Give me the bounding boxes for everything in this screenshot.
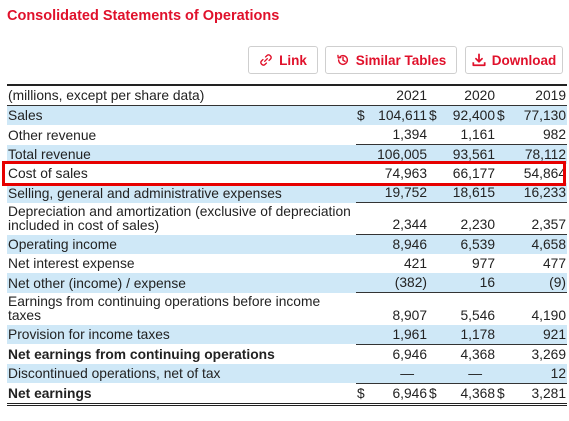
page-title: Consolidated Statements of Operations bbox=[7, 8, 280, 24]
year-2021: 2021 bbox=[396, 88, 427, 103]
download-button-label: Download bbox=[491, 52, 557, 68]
link-button[interactable]: Link bbox=[248, 46, 318, 74]
similar-tables-button[interactable]: Similar Tables bbox=[325, 46, 457, 74]
table-row: Net earnings $6,946 $4,368 $3,281 bbox=[7, 383, 567, 406]
download-button[interactable]: Download bbox=[465, 46, 563, 74]
table-row: Earnings from continuing operations befo… bbox=[8, 293, 566, 323]
year-2019: 2019 bbox=[535, 88, 566, 103]
financial-table: (millions, except per share data) 2021 2… bbox=[7, 84, 567, 406]
table-row: Sales $104,611 $92,400 $77,130 bbox=[7, 105, 567, 125]
table-row: Other revenue 1,394 1,161 982 bbox=[8, 125, 567, 145]
header-label: (millions, except per share data) bbox=[8, 88, 205, 103]
link-icon bbox=[260, 54, 272, 66]
history-icon bbox=[336, 54, 348, 66]
table-row: Provision for income taxes 1,961 1,178 9… bbox=[7, 324, 567, 345]
download-icon bbox=[472, 53, 486, 67]
table-row: Net interest expense 421 977 477 bbox=[8, 256, 566, 271]
table-row: Net other (income) / expense (382) 16 (9… bbox=[7, 273, 567, 293]
table-row: Total revenue 106,005 93,561 78,112 bbox=[7, 144, 567, 164]
table-header-row: (millions, except per share data) 2021 2… bbox=[7, 86, 567, 106]
table-row-cost-of-sales: Cost of sales 74,963 66,177 54,864 bbox=[8, 166, 566, 181]
year-2020: 2020 bbox=[464, 88, 495, 103]
table-row: Operating income 8,946 6,539 4,658 bbox=[7, 234, 567, 254]
table-row: Net earnings from continuing operations … bbox=[8, 346, 566, 362]
similar-tables-label: Similar Tables bbox=[355, 52, 447, 68]
table-row: Discontinued operations, net of tax — — … bbox=[7, 363, 567, 384]
table-row: Selling, general and administrative expe… bbox=[7, 183, 567, 203]
link-button-label: Link bbox=[279, 52, 307, 68]
table-row: Depreciation and amortization (exclusive… bbox=[8, 202, 567, 235]
